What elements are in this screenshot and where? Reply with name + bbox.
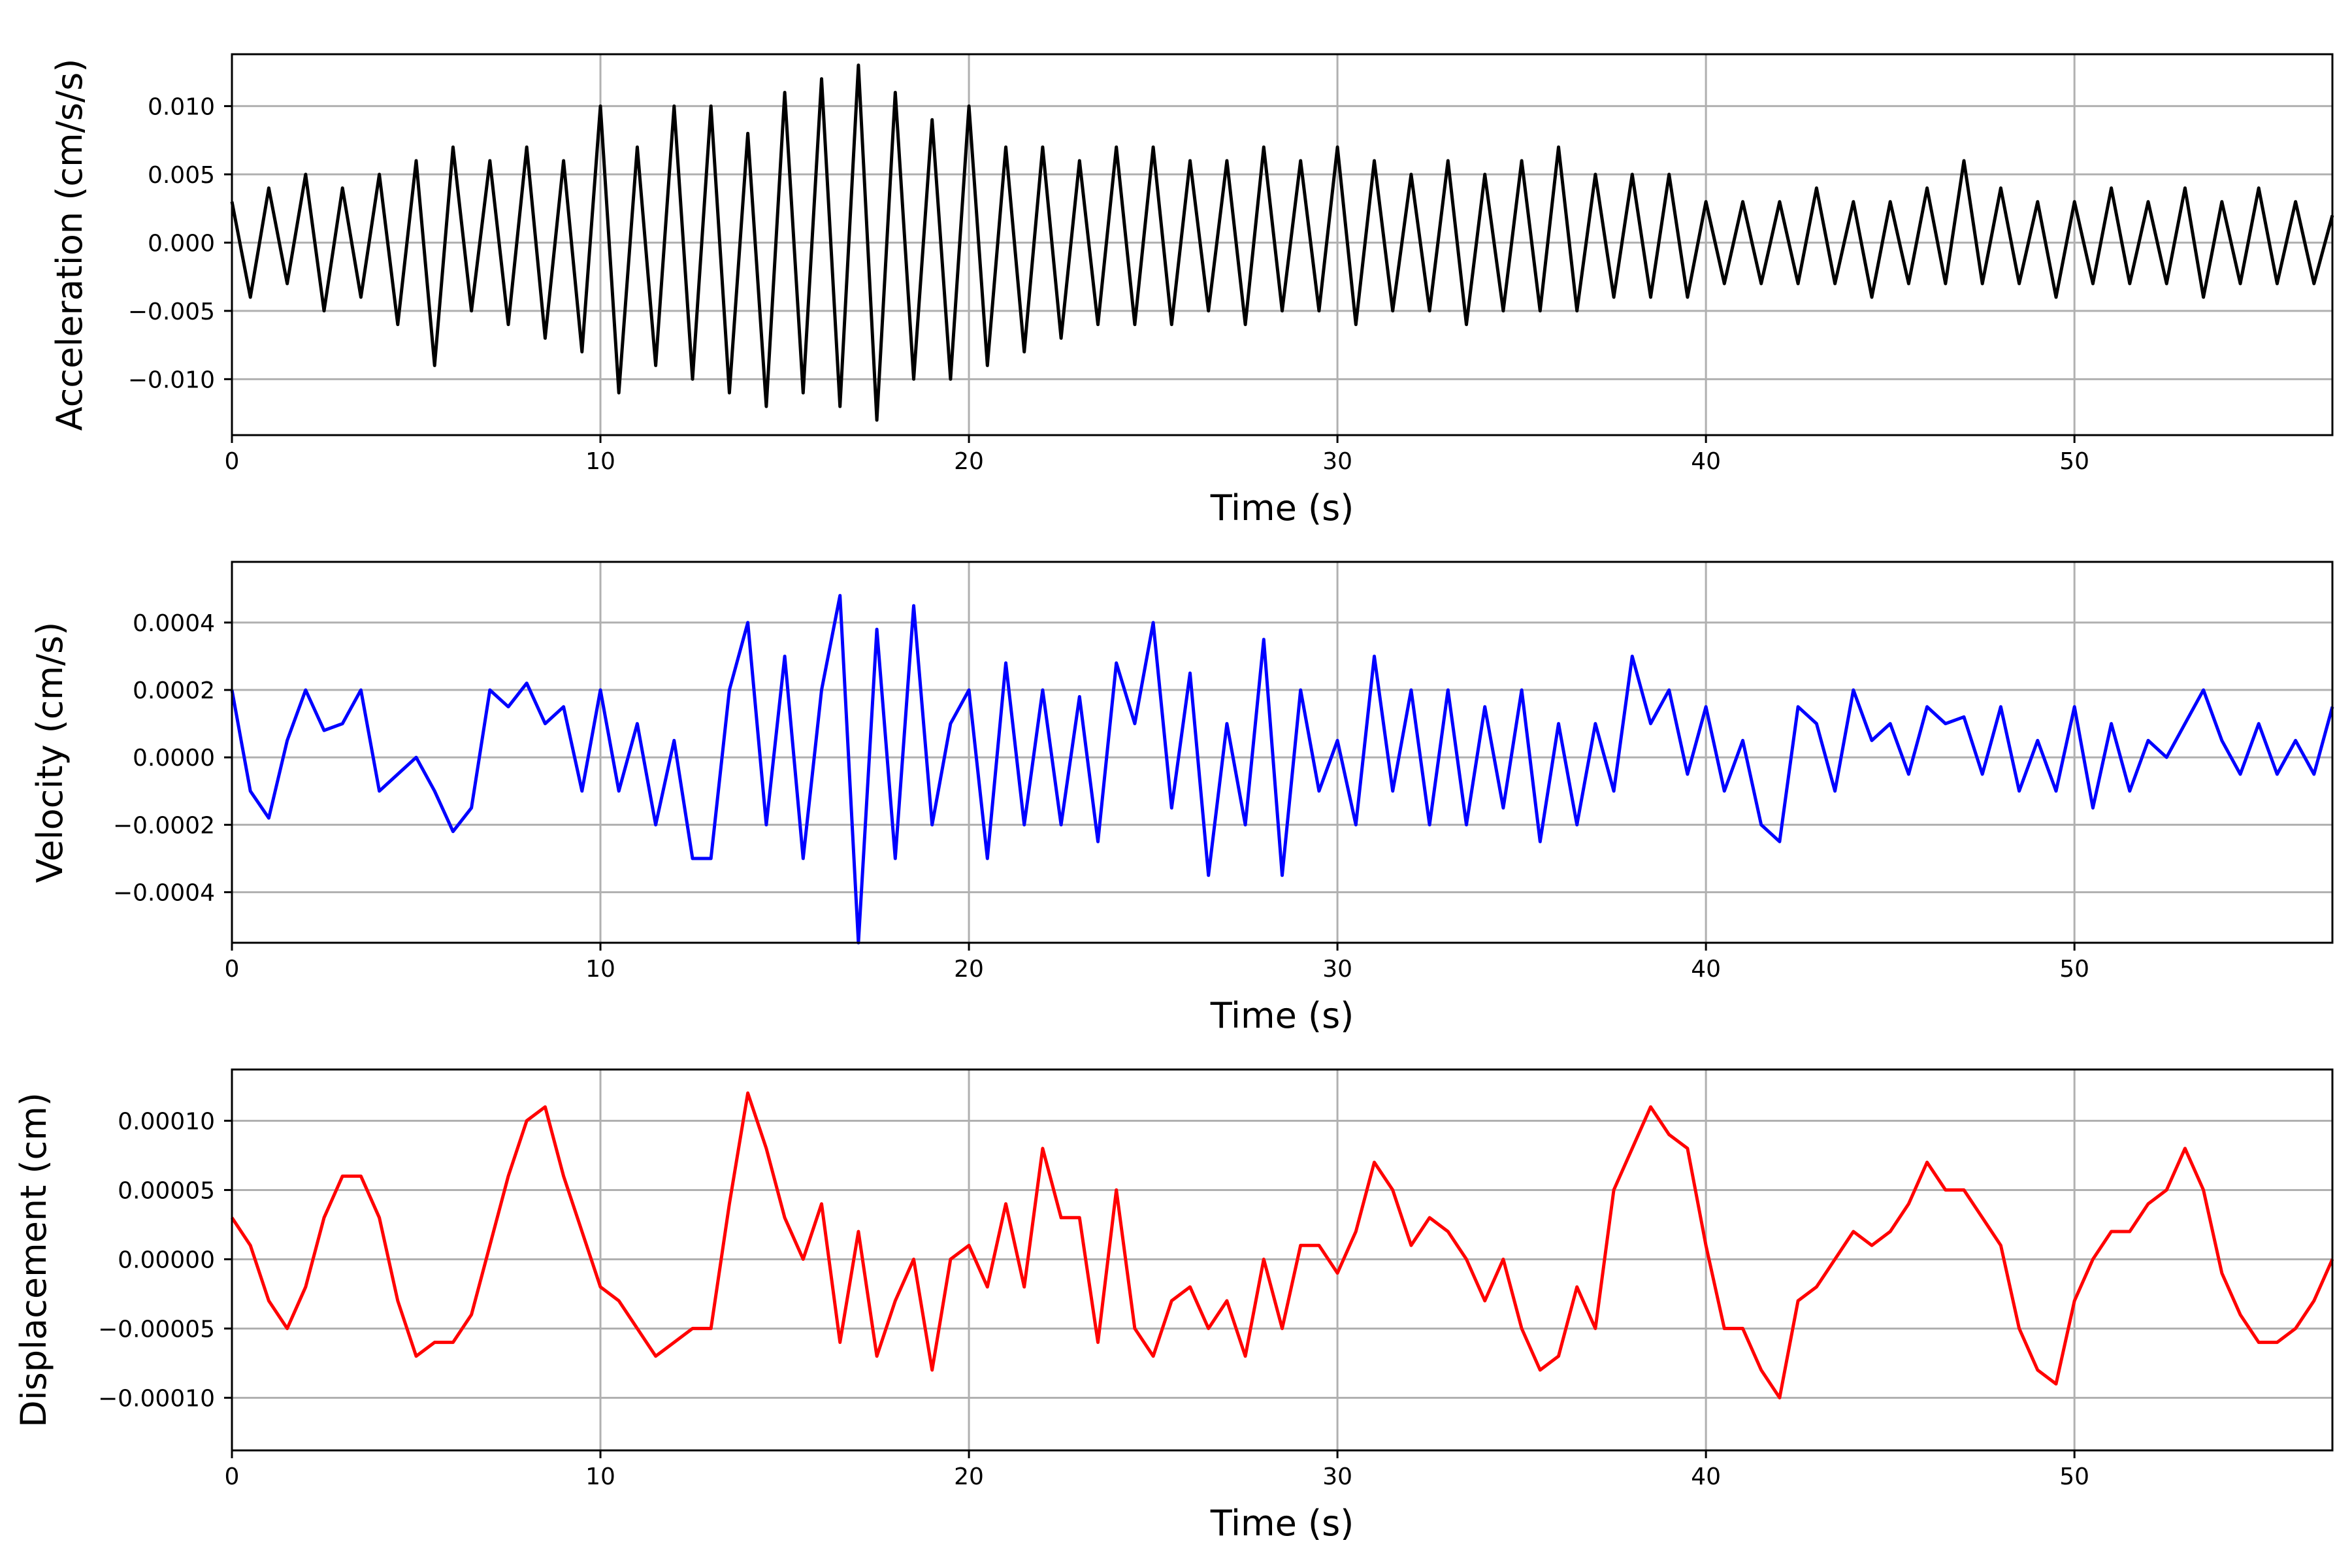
displacement-ytick-label: 0.00005	[118, 1177, 215, 1204]
velocity-ytick-label: −0.0002	[113, 812, 215, 839]
chart-panels: 0 10 20 30 40 50 −0.010 −0.005 0.000 0.005 0.010 Ti…	[13, 53, 2334, 1544]
velocity-xtick-label: 40	[1691, 956, 1721, 983]
acceleration-ytick-label: −0.010	[128, 367, 215, 393]
velocity-ytick-label: 0.0004	[133, 610, 215, 637]
acceleration-ytick-label: −0.005	[128, 299, 215, 325]
velocity-xtick-label: 0	[225, 956, 240, 983]
displacement-x-axis-label: Time (s)	[1210, 1503, 1354, 1544]
displacement-xtick-label: 50	[2059, 1463, 2089, 1490]
acceleration-xtick-label: 30	[1322, 448, 1352, 475]
velocity-panel: 0 10 20 30 40 50 −0.0004 −0.0002 0.0000 0.0002 0.0…	[29, 561, 2334, 1036]
velocity-ytick-label: 0.0002	[133, 678, 215, 704]
velocity-xtick-label: 50	[2059, 956, 2089, 983]
displacement-xtick-label: 10	[585, 1463, 615, 1490]
acceleration-xtick-label: 40	[1691, 448, 1721, 475]
acceleration-x-axis-label: Time (s)	[1210, 487, 1354, 529]
displacement-xtick-label: 40	[1691, 1463, 1721, 1490]
acceleration-xtick-label: 0	[225, 448, 240, 475]
displacement-xtick-label: 30	[1322, 1463, 1352, 1490]
velocity-axes-frame	[231, 561, 2334, 944]
acceleration-ytick-label: 0.000	[148, 230, 215, 257]
velocity-ytick-label: −0.0004	[113, 880, 215, 907]
displacement-ytick-label: −0.00005	[98, 1316, 215, 1343]
velocity-xtick-label: 30	[1322, 956, 1352, 983]
displacement-y-axis-label: Displacement (cm)	[13, 1092, 54, 1428]
velocity-xtick-label: 10	[585, 956, 615, 983]
displacement-ytick-label: 0.00000	[118, 1247, 215, 1273]
velocity-x-axis-label: Time (s)	[1210, 995, 1354, 1036]
velocity-y-axis-label: Velocity (cm/s)	[29, 622, 71, 883]
displacement-xtick-label: 0	[225, 1463, 240, 1490]
velocity-series-line	[230, 594, 2334, 945]
displacement-ytick-label: −0.00010	[98, 1385, 215, 1412]
acceleration-ytick-label: 0.010	[148, 93, 215, 120]
acceleration-xtick-label: 50	[2059, 448, 2089, 475]
acceleration-xtick-label: 20	[954, 448, 984, 475]
acceleration-axes-frame	[231, 53, 2334, 436]
displacement-panel: 0 10 20 30 40 50 −0.00010 −0.00005 0.00000 0.0000…	[13, 1068, 2334, 1544]
acceleration-xtick-label: 10	[585, 448, 615, 475]
acceleration-y-axis-label: Acceleration (cm/s/s)	[49, 59, 90, 431]
acceleration-ytick-label: 0.005	[148, 162, 215, 189]
velocity-xtick-label: 20	[954, 956, 984, 983]
displacement-xtick-label: 20	[954, 1463, 984, 1490]
acceleration-series-line	[230, 63, 2334, 422]
velocity-ytick-label: 0.0000	[133, 745, 215, 772]
displacement-series-line	[230, 1091, 2334, 1399]
acceleration-panel: 0 10 20 30 40 50 −0.010 −0.005 0.000 0.005 0.010 Ti…	[49, 53, 2334, 529]
displacement-ytick-label: 0.00010	[118, 1108, 215, 1135]
